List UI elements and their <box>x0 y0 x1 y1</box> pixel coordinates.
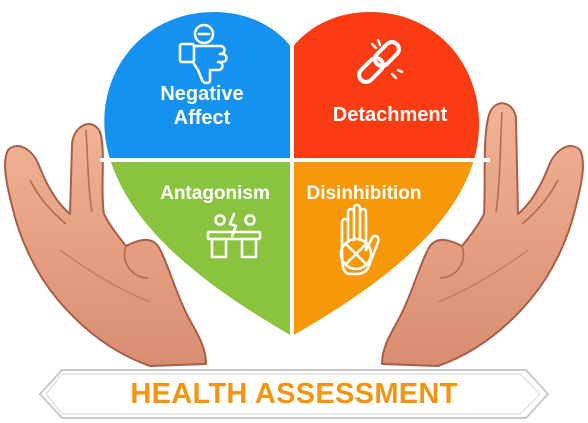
people-arguing-icon <box>206 212 262 259</box>
quadrant-negative-affect <box>104 12 290 158</box>
right-hand <box>381 102 584 367</box>
detachment-label: Detachment <box>332 104 448 126</box>
banner <box>38 369 550 419</box>
negative-affect-label-line1: Negative <box>160 83 244 105</box>
disinhibition-label: Disinhibition <box>306 183 422 204</box>
thumbs-down-hand-icon <box>178 23 228 85</box>
quadrant-detachment <box>294 12 480 158</box>
banner-title: HEALTH ASSESSMENT <box>130 377 458 410</box>
antagonism-label: Antagonism <box>160 183 270 204</box>
broken-chain-link-icon <box>357 38 404 84</box>
stop-hand-icon <box>339 203 380 276</box>
negative-affect-label-line2: Affect <box>173 107 231 130</box>
negative-affect-label: Negative Affect <box>140 82 264 131</box>
left-hand <box>4 123 207 367</box>
